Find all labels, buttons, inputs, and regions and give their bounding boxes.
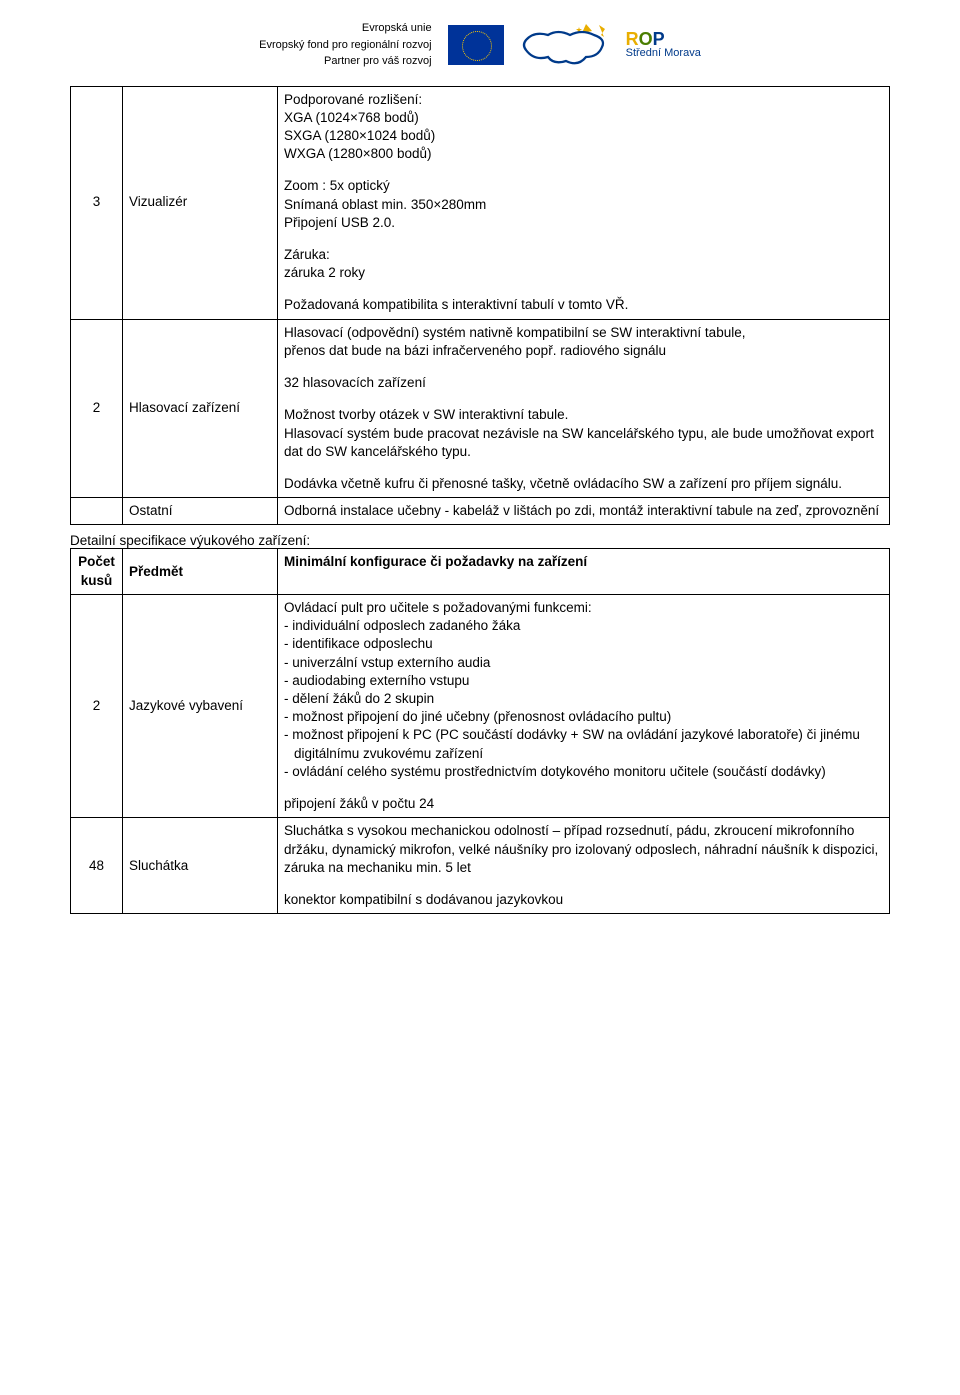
qty-cell: 2 (71, 594, 123, 817)
table-row: 48SluchátkaSluchátka s vysokou mechanick… (71, 818, 890, 914)
desc-cell: Sluchátka s vysokou mechanickou odolnost… (278, 818, 890, 914)
item-cell: Ostatní (123, 498, 278, 525)
desc-paragraph: Sluchátka s vysokou mechanickou odolnost… (284, 822, 883, 877)
rop-letter-r: R (626, 29, 639, 49)
desc-paragraph: Možnost tvorby otázek v SW interaktivní … (284, 406, 883, 461)
desc-paragraph: Dodávka včetně kufru či přenosné tašky, … (284, 475, 883, 493)
spec-table-1: 3VizualizérPodporované rozlišení:XGA (10… (70, 86, 890, 526)
desc-paragraph: Hlasovací (odpovědní) systém nativně kom… (284, 324, 883, 360)
item-cell: Hlasovací zařízení (123, 319, 278, 498)
table-row: 2Jazykové vybavení Ovládací pult pro učit… (71, 594, 890, 817)
qty-cell: 48 (71, 818, 123, 914)
desc-trail: připojení žáků v počtu 24 (284, 795, 883, 813)
table-row: Ostatní Odborná instalace učebny - kabelá… (71, 498, 890, 525)
item-cell: Vizualizér (123, 86, 278, 319)
desc-paragraph: Požadovaná kompatibilita s interaktivní … (284, 296, 883, 314)
item-cell: Jazykové vybavení (123, 594, 278, 817)
desc-paragraph: Odborná instalace učebny - kabeláž v liš… (284, 502, 883, 520)
desc-cell: Odborná instalace učebny - kabeláž v liš… (278, 498, 890, 525)
qty-cell: 3 (71, 86, 123, 319)
desc-paragraph: Zoom : 5x optickýSnímaná oblast min. 350… (284, 177, 883, 232)
header-item: Předmět (123, 549, 278, 594)
list-item: individuální odposlech zadaného žáka (284, 617, 883, 635)
desc-paragraph: Podporované rozlišení:XGA (1024×768 bodů… (284, 91, 883, 164)
cz-map-icon (520, 21, 610, 69)
table-row: 3VizualizérPodporované rozlišení:XGA (10… (71, 86, 890, 319)
rop-subtitle: Střední Morava (626, 49, 701, 59)
header-eu-text: Evropská unie Evropský fond pro regionál… (259, 20, 431, 70)
page: Evropská unie Evropský fond pro regionál… (0, 0, 960, 1395)
list-item: audiodabing externího vstupu (284, 672, 883, 690)
desc-bullet-list: individuální odposlech zadaného žákaiden… (284, 617, 883, 781)
rop-logo: ROP Střední Morava (626, 31, 701, 59)
table-row: 2Hlasovací zařízeníHlasovací (odpovědní)… (71, 319, 890, 498)
rop-letter-o: O (639, 29, 653, 49)
list-item: dělení žáků do 2 skupin (284, 690, 883, 708)
rop-letter-p: P (653, 29, 665, 49)
desc-cell: Ovládací pult pro učitele s požadovanými… (278, 594, 890, 817)
desc-intro: Ovládací pult pro učitele s požadovanými… (284, 599, 883, 617)
header: Evropská unie Evropský fond pro regionál… (70, 20, 890, 86)
qty-cell: 2 (71, 319, 123, 498)
desc-paragraph: 32 hlasovacích zařízení (284, 374, 883, 392)
rop-wordmark: ROP (626, 31, 665, 47)
table-header-row: Počet kusů Předmět Minimální konfigurace… (71, 549, 890, 594)
desc-cell: Hlasovací (odpovědní) systém nativně kom… (278, 319, 890, 498)
header-eu-line2: Evropský fond pro regionální rozvoj (259, 37, 431, 54)
eu-flag-icon (448, 25, 504, 65)
desc-paragraph: konektor kompatibilní s dodávanou jazyko… (284, 891, 883, 909)
desc-cell: Podporované rozlišení:XGA (1024×768 bodů… (278, 86, 890, 319)
header-qty: Počet kusů (71, 549, 123, 594)
qty-cell (71, 498, 123, 525)
item-cell: Sluchátka (123, 818, 278, 914)
header-eu-line3: Partner pro váš rozvoj (259, 53, 431, 70)
list-item: identifikace odposlechu (284, 635, 883, 653)
section-caption: Detailní specifikace výukového zařízení: (70, 533, 890, 548)
header-eu-line1: Evropská unie (259, 20, 431, 37)
list-item: možnost připojení k PC (PC součástí dodá… (284, 726, 883, 762)
header-desc: Minimální konfigurace či požadavky na za… (278, 549, 890, 594)
list-item: možnost připojení do jiné učebny (přenos… (284, 708, 883, 726)
spec-table-2: Počet kusů Předmět Minimální konfigurace… (70, 548, 890, 914)
list-item: univerzální vstup externího audia (284, 654, 883, 672)
list-item: ovládání celého systému prostřednictvím … (284, 763, 883, 781)
desc-paragraph: Záruka:záruka 2 roky (284, 246, 883, 282)
